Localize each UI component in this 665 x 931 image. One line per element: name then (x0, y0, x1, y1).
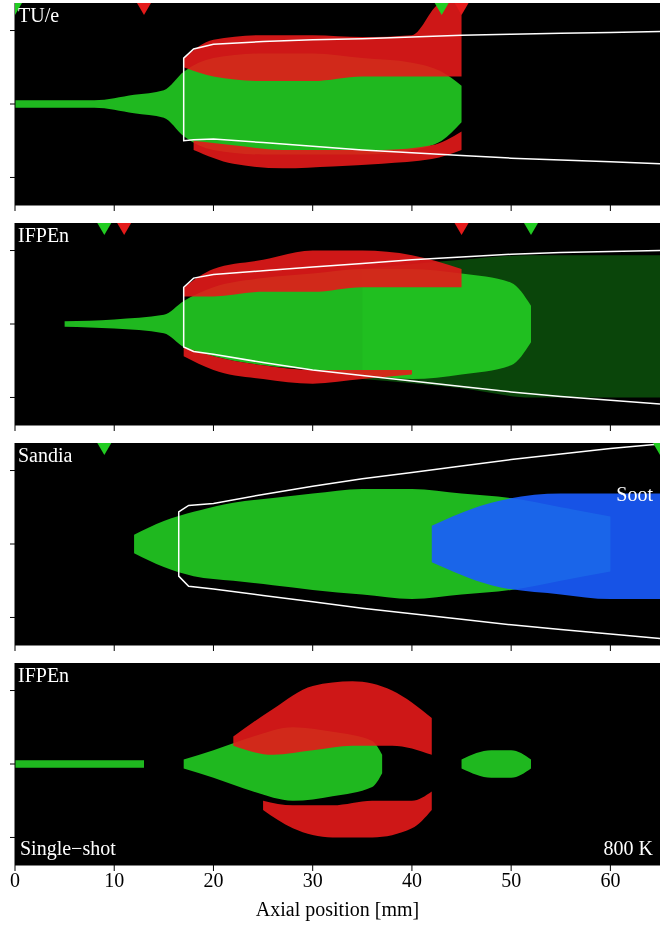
svg-text:30: 30 (303, 869, 323, 891)
html-text:Sandia: Sandia (18, 444, 73, 466)
html-text:800 K: 800 K (603, 837, 653, 859)
html-text:IFPEn: IFPEn (18, 664, 70, 686)
html-text:Single−shot: Single−shot (20, 837, 116, 859)
svg-text:50: 50 (501, 869, 521, 891)
svg-text:0: 0 (10, 869, 20, 891)
svg-text:20: 20 (203, 869, 223, 891)
html-text:IFPEn: IFPEn (18, 224, 70, 246)
svg-text:40: 40 (402, 869, 422, 891)
svg-text:60: 60 (600, 869, 620, 891)
html-text:TU/e: TU/e (18, 4, 60, 26)
html-text:Soot: Soot (616, 483, 653, 505)
svg-text:Axial position [mm]: Axial position [mm] (256, 898, 419, 921)
svg-text:10: 10 (104, 869, 124, 891)
